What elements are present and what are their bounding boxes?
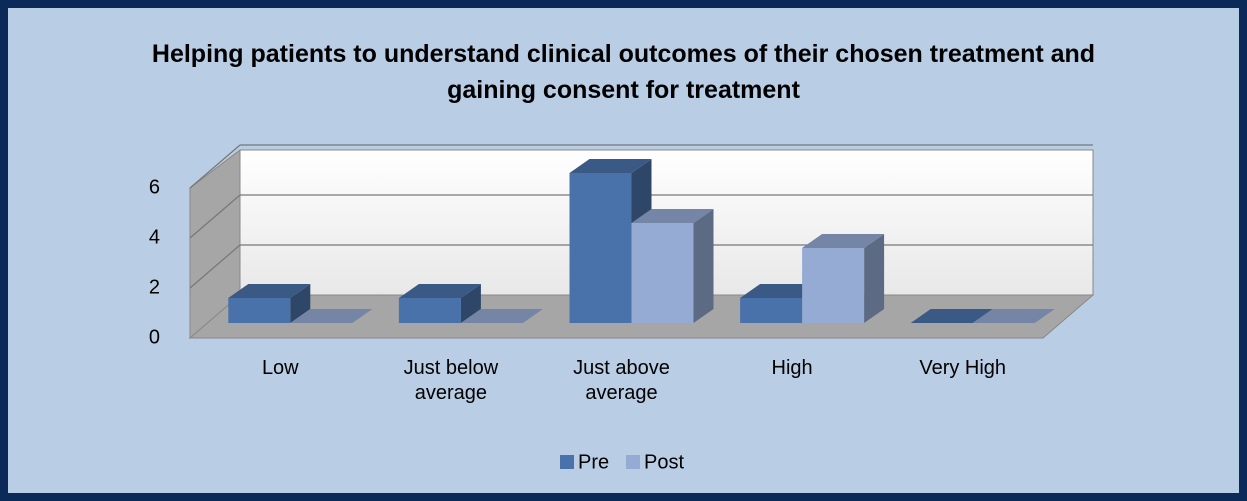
y-tick-label: 6 [149, 176, 160, 198]
bar [631, 209, 714, 323]
bar [460, 309, 543, 323]
bar-top [460, 309, 543, 323]
bar-side [460, 284, 481, 323]
bar-top [398, 284, 481, 298]
bar [802, 234, 885, 323]
bar-top [910, 309, 993, 323]
x-tick-label: Very High [919, 357, 1007, 379]
legend-label: Post [644, 451, 684, 473]
bar-front [398, 298, 461, 323]
bar-front [631, 223, 694, 323]
y-tick-label: 2 [149, 276, 160, 298]
bar-front [740, 298, 803, 323]
x-tick-label: High [771, 357, 813, 379]
grid-line [189, 144, 241, 189]
bar-side [693, 209, 714, 323]
bar [398, 284, 481, 323]
bar-top [569, 159, 652, 173]
y-tick-label: 4 [149, 226, 160, 248]
bar-side [864, 234, 885, 323]
x-tick-label: Just below average [403, 357, 499, 404]
bar-top [290, 309, 373, 323]
bar-side [290, 284, 311, 323]
x-tick-label: Low [261, 357, 299, 379]
y-tick-label: 0 [149, 326, 160, 348]
bar-front [802, 248, 865, 323]
legend-swatch [626, 455, 640, 469]
bar [228, 284, 311, 323]
bar-top [228, 284, 311, 298]
grid-line [189, 194, 241, 239]
legend-label: Pre [578, 451, 609, 473]
x-tick-label: Just above average [573, 357, 670, 404]
bar-top [802, 234, 885, 248]
legend-swatch [560, 455, 574, 469]
legend: Pre Post [560, 451, 684, 473]
bar [972, 309, 1055, 323]
bar-top [631, 209, 714, 223]
bar-front [569, 173, 632, 323]
grid-line [189, 244, 241, 289]
bar-top [972, 309, 1055, 323]
bar-top [740, 284, 823, 298]
bar-front [228, 298, 291, 323]
bar [290, 309, 373, 323]
chart-title: Helping patients to understand clinical … [151, 40, 1096, 104]
bar [910, 309, 993, 323]
